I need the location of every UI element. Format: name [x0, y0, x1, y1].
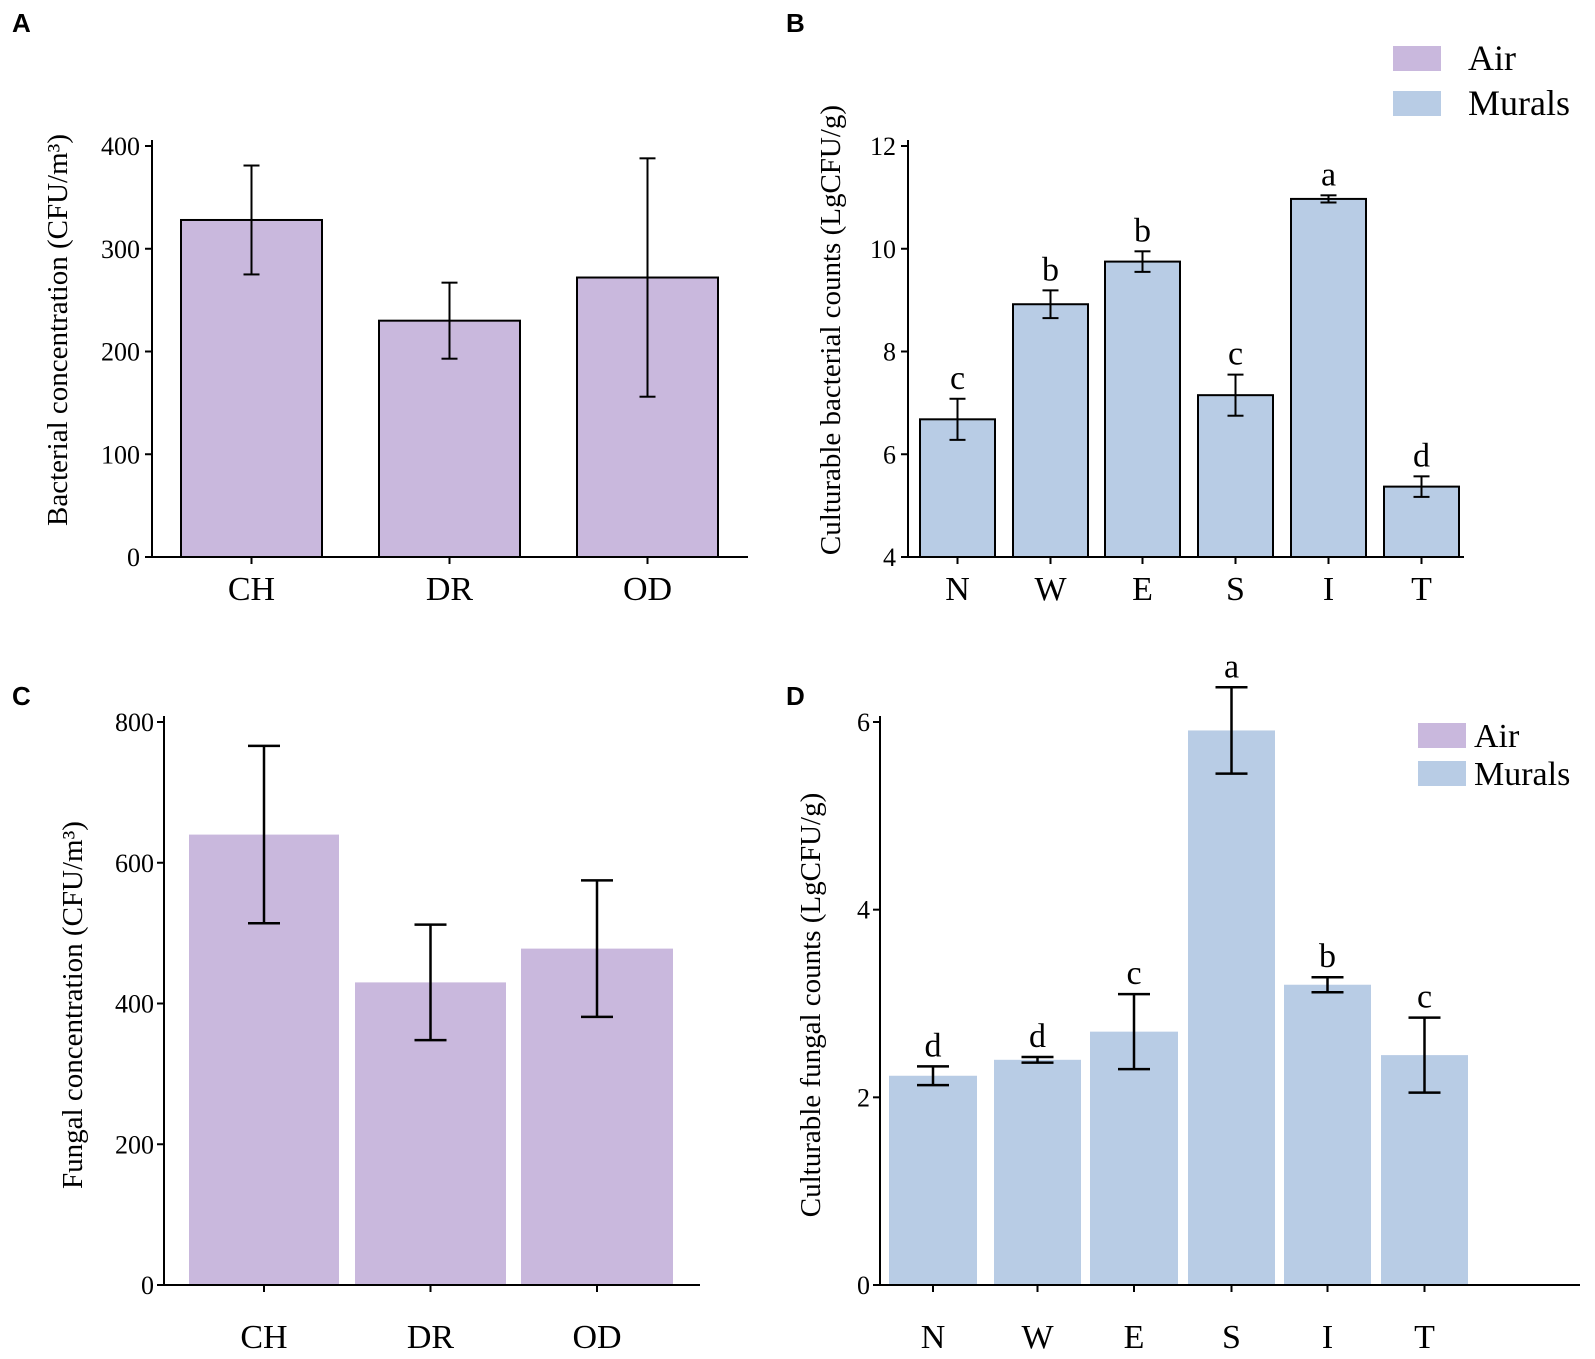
y-axis-label-a: Bacterial concentration (CFU/m³)	[42, 134, 74, 526]
significance-label-d-w: d	[1029, 1018, 1046, 1055]
significance-label-d-i: b	[1319, 938, 1336, 975]
y-tick-label-b: 10	[870, 235, 896, 264]
legend-swatch-air-d	[1418, 723, 1466, 748]
y-tick-label-a: 300	[101, 235, 140, 264]
y-axis-label-c: Fungal concentration (CFU/m³)	[57, 821, 89, 1189]
y-tick-label-b: 8	[883, 338, 896, 367]
significance-label-b-n: c	[950, 360, 965, 397]
x-tick-label-b-t: T	[1411, 571, 1432, 608]
legend-label-murals-b: Murals	[1468, 83, 1570, 123]
significance-label-b-e: b	[1134, 212, 1151, 249]
x-tick-label-d-w: W	[1021, 1319, 1054, 1356]
y-tick-label-d: 2	[857, 1083, 870, 1112]
y-axis-label-b: Culturable bacterial counts (LgCFU/g)	[815, 105, 847, 555]
significance-label-d-e: c	[1126, 955, 1141, 992]
y-tick-label-a: 400	[101, 132, 140, 161]
x-tick-label-b-e: E	[1132, 571, 1153, 608]
y-tick-label-d: 4	[857, 896, 870, 925]
y-tick-label-d: 0	[857, 1271, 870, 1300]
legend-label-air-b: Air	[1468, 38, 1516, 78]
panel-label-c: C	[12, 681, 31, 711]
significance-label-b-t: d	[1413, 437, 1430, 474]
legend-swatch-murals-b	[1393, 91, 1441, 116]
bar-a-ch	[180, 218, 323, 558]
x-tick-label-a-dr: DR	[426, 571, 474, 608]
bar-b-s	[1197, 394, 1274, 559]
y-tick-label-b: 12	[870, 132, 896, 161]
y-tick-label-d: 6	[857, 708, 870, 737]
x-tick-label-b-i: I	[1323, 571, 1334, 608]
panel-label-b: B	[786, 8, 805, 38]
significance-label-b-w: b	[1042, 251, 1059, 288]
x-tick-label-c-dr: DR	[407, 1319, 455, 1356]
y-tick-label-a: 0	[127, 543, 140, 572]
y-tick-label-b: 6	[883, 440, 896, 469]
significance-label-b-i: a	[1321, 156, 1336, 193]
x-tick-label-d-t: T	[1414, 1319, 1435, 1356]
x-tick-label-d-n: N	[921, 1319, 946, 1356]
y-tick-label-a: 100	[101, 440, 140, 469]
x-tick-label-a-od: OD	[623, 571, 672, 608]
legend-label-air-d: Air	[1474, 718, 1520, 755]
bar-b-i	[1290, 197, 1367, 558]
bar-d-n	[889, 1075, 977, 1285]
y-tick-label-c: 600	[115, 849, 154, 878]
y-tick-label-c: 200	[115, 1130, 154, 1159]
y-tick-label-b: 4	[883, 543, 896, 572]
panel-label-a: A	[12, 8, 31, 38]
bar-b-w	[1012, 303, 1089, 558]
x-tick-label-b-n: N	[945, 571, 970, 608]
x-tick-label-c-ch: CH	[240, 1319, 287, 1356]
significance-label-d-t: c	[1417, 979, 1432, 1016]
significance-label-d-s: a	[1224, 648, 1239, 685]
bar-b-n	[919, 418, 996, 558]
legend-swatch-murals-d	[1418, 761, 1466, 786]
bar-a-dr	[378, 319, 521, 558]
significance-label-d-n: d	[925, 1027, 942, 1064]
panel-label-d: D	[786, 681, 805, 711]
bar-d-i	[1284, 984, 1371, 1285]
x-tick-label-d-e: E	[1124, 1319, 1145, 1356]
bar-d-w	[994, 1059, 1081, 1285]
x-tick-label-d-s: S	[1222, 1319, 1241, 1356]
x-tick-label-b-w: W	[1034, 571, 1067, 608]
y-tick-label-a: 200	[101, 338, 140, 367]
y-tick-label-c: 800	[115, 708, 154, 737]
bar-d-e	[1090, 1031, 1178, 1285]
y-tick-label-c: 400	[115, 990, 154, 1019]
x-tick-label-c-od: OD	[572, 1319, 621, 1356]
bar-b-t	[1383, 485, 1460, 558]
bar-d-s	[1188, 730, 1275, 1285]
y-axis-label-d: Culturable fungal counts (LgCFU/g)	[795, 793, 827, 1217]
legend-swatch-air-b	[1393, 46, 1441, 71]
x-tick-label-a-ch: CH	[228, 571, 275, 608]
legend-label-murals-d: Murals	[1474, 756, 1570, 793]
y-tick-label-c: 0	[141, 1271, 154, 1300]
significance-label-b-s: c	[1228, 336, 1243, 373]
x-tick-label-d-i: I	[1322, 1319, 1333, 1356]
bar-b-e	[1104, 260, 1181, 558]
x-tick-label-b-s: S	[1226, 571, 1245, 608]
